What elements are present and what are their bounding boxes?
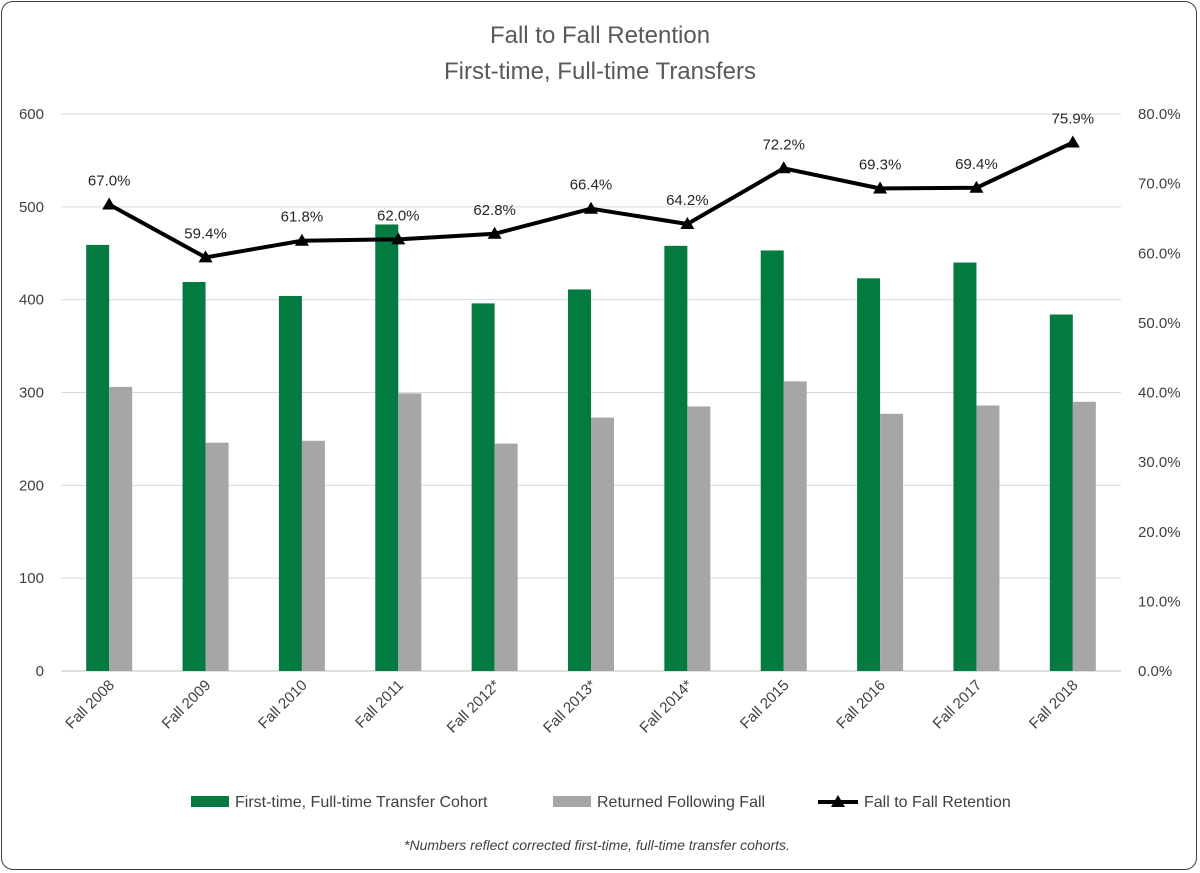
bar-returned (1072, 401, 1096, 671)
chart-title: Fall to Fall Retention (490, 22, 710, 49)
category-label: Fall 2010 (255, 677, 311, 733)
bar-cohort (953, 262, 977, 671)
category-label: Fall 2015 (737, 677, 793, 733)
legend-label-returned: Returned Following Fall (597, 794, 765, 811)
retention-marker (102, 197, 117, 210)
category-label: Fall 2016 (833, 677, 889, 733)
left-tick-label: 600 (19, 106, 44, 123)
bar-returned (494, 443, 518, 671)
retention-marker (294, 233, 309, 246)
legend: First-time, Full-time Transfer Cohort Re… (191, 794, 1011, 811)
right-tick-label: 80.0% (1138, 106, 1181, 123)
legend-marker-retention (831, 795, 845, 807)
left-tick-label: 400 (19, 292, 44, 309)
left-tick-label: 200 (19, 477, 44, 494)
legend-swatch-cohort (191, 796, 229, 807)
retention-data-label: 64.2% (666, 192, 709, 209)
retention-marker (969, 180, 984, 193)
left-axis: 0 100 200 300 400 500 600 (19, 106, 44, 680)
legend-label-retention: Fall to Fall Retention (864, 794, 1011, 811)
bar-cohort (857, 278, 881, 671)
bar-cohort (86, 244, 110, 671)
bar-cohort (278, 295, 302, 671)
right-tick-label: 60.0% (1138, 245, 1181, 262)
right-tick-label: 40.0% (1138, 385, 1181, 402)
bar-cohort (664, 245, 688, 671)
chart-subtitle: First-time, Full-time Transfers (444, 58, 756, 85)
retention-marker (584, 201, 598, 214)
bar-returned (783, 381, 807, 671)
bar-returned (205, 442, 229, 671)
retention-data-label: 72.2% (762, 136, 805, 153)
retention-data-label: 67.0% (88, 173, 131, 190)
left-tick-label: 100 (19, 570, 44, 587)
bar-returned (398, 393, 422, 671)
retention-marker (873, 181, 888, 194)
bar-cohort (760, 250, 784, 671)
category-label: Fall 2018 (1026, 677, 1082, 733)
category-label: Fall 2017 (930, 677, 986, 733)
bars (86, 224, 1096, 671)
retention-line: 67.0% 59.4% 61.8% 62.0% 62.8% 66.4% 64.2% 72.2%… (88, 111, 1094, 263)
retention-marker (1065, 135, 1080, 148)
retention-data-label: 75.9% (1052, 111, 1095, 128)
retention-data-label: 62.8% (473, 202, 516, 219)
bar-returned (880, 413, 904, 671)
legend-swatch-returned (553, 796, 591, 807)
right-tick-label: 70.0% (1138, 176, 1181, 193)
retention-data-label: 61.8% (281, 209, 324, 226)
retention-data-label: 62.0% (377, 207, 420, 224)
right-axis: 0.0% 10.0% 20.0% 30.0% 40.0% 50.0% 60.0% 70.0% 8… (1138, 106, 1181, 680)
retention-polyline (108, 140, 1074, 260)
bar-cohort (182, 282, 206, 671)
category-label: Fall 2008 (62, 677, 118, 733)
left-tick-label: 0 (36, 663, 44, 680)
bar-cohort (1049, 314, 1073, 671)
retention-marker (391, 232, 406, 245)
bar-returned (687, 406, 711, 671)
bar-returned (109, 386, 133, 671)
retention-data-label: 69.4% (955, 156, 998, 173)
category-label: Fall 2014* (636, 677, 696, 737)
category-label: Fall 2011 (352, 677, 407, 732)
retention-data-label: 69.3% (859, 156, 902, 173)
bar-cohort (568, 289, 591, 671)
legend-label-cohort: First-time, Full-time Transfer Cohort (235, 794, 488, 811)
right-tick-label: 30.0% (1138, 454, 1181, 471)
left-tick-label: 500 (19, 199, 44, 216)
bar-returned (591, 417, 614, 671)
right-tick-label: 50.0% (1138, 315, 1181, 332)
category-label: Fall 2009 (159, 677, 215, 733)
retention-marker (198, 250, 213, 263)
retention-marker (487, 226, 502, 239)
retention-data-label: 59.4% (184, 225, 227, 242)
retention-data-label: 66.4% (570, 177, 613, 194)
bar-cohort (375, 224, 399, 671)
category-label: Fall 2013* (540, 677, 600, 737)
retention-marker (680, 217, 695, 230)
left-tick-label: 300 (19, 385, 44, 402)
footnote: *Numbers reflect corrected first-time, f… (404, 837, 790, 853)
bar-cohort (471, 303, 495, 671)
category-label: Fall 2012* (444, 677, 504, 737)
right-tick-label: 10.0% (1138, 593, 1181, 610)
retention-marker (776, 161, 791, 174)
bar-returned (976, 405, 1000, 671)
bar-returned (301, 440, 325, 671)
right-tick-label: 0.0% (1138, 663, 1172, 680)
right-tick-label: 20.0% (1138, 524, 1181, 541)
category-axis: Fall 2008 Fall 2009 Fall 2010 Fall 2011 Fall… (62, 677, 1081, 737)
